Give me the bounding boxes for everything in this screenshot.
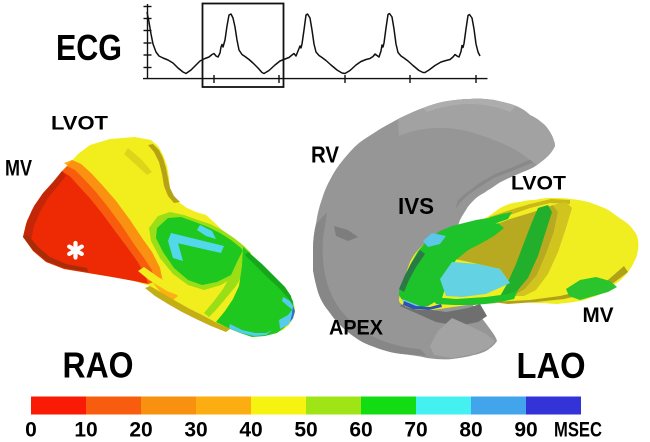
svg-text:RV: RV	[311, 142, 340, 168]
svg-text:LVOT: LVOT	[51, 113, 108, 135]
svg-text:IVS: IVS	[398, 193, 434, 219]
svg-text:MV: MV	[583, 304, 614, 327]
svg-text:LAO: LAO	[517, 345, 586, 386]
svg-text:0: 0	[25, 419, 37, 442]
svg-text:60: 60	[349, 419, 372, 442]
svg-text:ECG: ECG	[56, 27, 122, 68]
svg-text:20: 20	[129, 419, 152, 442]
svg-text:50: 50	[294, 419, 317, 442]
svg-text:10: 10	[74, 419, 97, 442]
svg-text:70: 70	[404, 419, 427, 442]
svg-text:80: 80	[459, 419, 482, 442]
svg-text:APEX: APEX	[329, 317, 383, 340]
svg-text:RAO: RAO	[63, 345, 134, 386]
svg-text:LVOT: LVOT	[511, 173, 566, 195]
svg-text:30: 30	[184, 419, 207, 442]
svg-text:MSEC: MSEC	[554, 419, 602, 442]
svg-text:90: 90	[514, 419, 537, 442]
svg-text:MV: MV	[5, 156, 32, 181]
svg-text:40: 40	[239, 419, 262, 442]
